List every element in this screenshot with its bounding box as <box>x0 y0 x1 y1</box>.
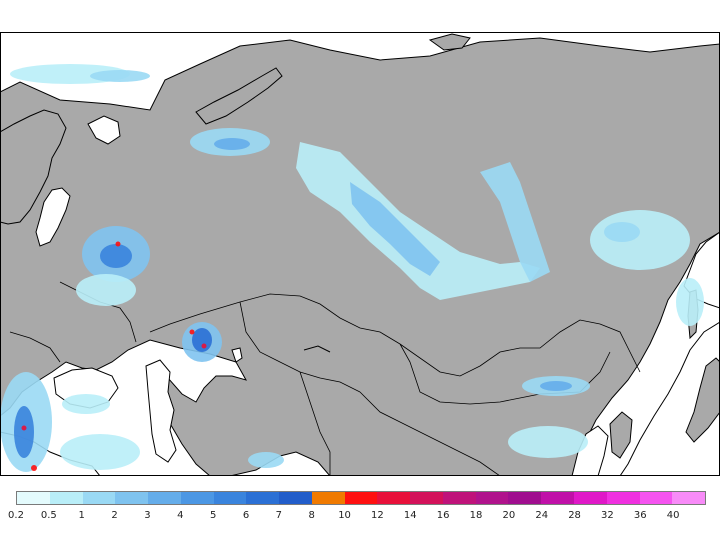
colorbar-swatch <box>410 492 443 504</box>
colorbar-tick-label: 1 <box>78 510 85 521</box>
colorbar-swatch <box>639 492 673 504</box>
colorbar-swatch <box>279 492 312 504</box>
colorbar-swatch <box>213 492 247 504</box>
colorbar-labels: 0.2 0.5 1 2 3 4 5 6 7 8 10 12 14 16 18 20 24 28 32 36 40 <box>0 510 720 524</box>
colorbar-swatch <box>82 492 116 504</box>
precip-balkans-peak <box>31 465 37 471</box>
precip-balkans-peak-2 <box>21 425 27 431</box>
precip-east-siberia <box>480 162 550 282</box>
colorbar-swatch <box>377 492 411 504</box>
colorbar-swatch <box>574 492 607 504</box>
precip-caucasus <box>248 452 284 468</box>
colorbar-tick-label: 6 <box>242 510 250 521</box>
baltic-sea <box>35 187 71 247</box>
colorbar-swatch <box>246 492 280 504</box>
precip-black-sea <box>62 394 110 414</box>
colorbar-tick-label: 0.2 <box>8 510 24 521</box>
precipitation-map <box>0 32 720 476</box>
colorbar-tick-label: 7 <box>275 510 283 521</box>
colorbar-tick-label: 40 <box>666 510 680 521</box>
colorbar-swatch <box>115 492 149 504</box>
colorbar-tick-label: 32 <box>601 510 614 521</box>
white-sea <box>87 115 121 145</box>
colorbar-swatch <box>180 492 214 504</box>
precip-kazakhstan-peak <box>189 329 195 335</box>
colorbar-tick-label: 8 <box>308 510 315 521</box>
colorbar-tick-label: 4 <box>177 510 184 521</box>
precip-mongolia-core <box>540 381 572 391</box>
precip-sakhalin <box>676 278 704 326</box>
japan-islands <box>685 357 720 443</box>
colorbar-swatch <box>541 492 575 504</box>
precip-far-east-core <box>604 222 640 242</box>
precip-kazakhstan-core <box>192 328 212 352</box>
precip-volga-core <box>100 244 132 268</box>
colorbar-swatch <box>49 492 83 504</box>
korea-peninsula <box>609 411 633 459</box>
precip-volga-outer <box>76 274 136 306</box>
colorbar-swatch <box>17 492 50 504</box>
precip-siberia-band <box>296 142 540 300</box>
caspian-sea <box>145 359 177 463</box>
colorbar-swatch <box>475 492 509 504</box>
precip-north-china <box>508 426 588 458</box>
colorbar-swatch <box>148 492 181 504</box>
precipitation-layer <box>0 64 704 472</box>
aral-sea <box>231 347 243 363</box>
colorbar-swatch <box>311 492 345 504</box>
colorbar-tick-label: 20 <box>502 510 516 521</box>
colorbar-swatch <box>442 492 476 504</box>
colorbar-tick-label: 18 <box>469 510 483 521</box>
colorbar-swatch <box>344 492 378 504</box>
colorbar-tick-label: 28 <box>568 510 581 521</box>
colorbar-tick-label: 16 <box>436 510 450 521</box>
colorbar-swatch <box>606 492 640 504</box>
colorbar-tick-label: 2 <box>111 510 118 521</box>
precip-volga-peak <box>115 241 121 247</box>
colorbar-tick-label: 24 <box>535 510 549 521</box>
colorbar-tick-label: 0.5 <box>40 510 57 521</box>
precip-siberia-core <box>350 182 440 276</box>
novaya-zemlya <box>195 67 283 125</box>
eurasia-landmass <box>0 37 720 476</box>
precip-barents-core <box>214 138 250 150</box>
scandinavia-landmass <box>0 109 67 225</box>
colorbar-tick-label: 36 <box>633 510 647 521</box>
severnaya-zemlya <box>428 33 471 51</box>
colorbar-tick-label: 3 <box>144 510 151 521</box>
balkhash-lake <box>303 345 331 353</box>
precip-balkans-core <box>14 406 34 458</box>
colorbar-tick-label: 14 <box>403 510 417 521</box>
precip-turkey <box>60 434 140 470</box>
colorbar-swatch <box>508 492 542 504</box>
colorbar-tick-label: 10 <box>338 510 351 521</box>
colorbar <box>16 491 706 505</box>
precip-arctic-west-2 <box>90 70 150 82</box>
colorbar-tick-label: 12 <box>371 510 384 521</box>
colorbar-tick-label: 5 <box>209 510 217 521</box>
precip-far-east <box>590 210 690 270</box>
precip-kazakhstan-peak-2 <box>201 343 207 349</box>
colorbar-swatch <box>672 492 706 504</box>
